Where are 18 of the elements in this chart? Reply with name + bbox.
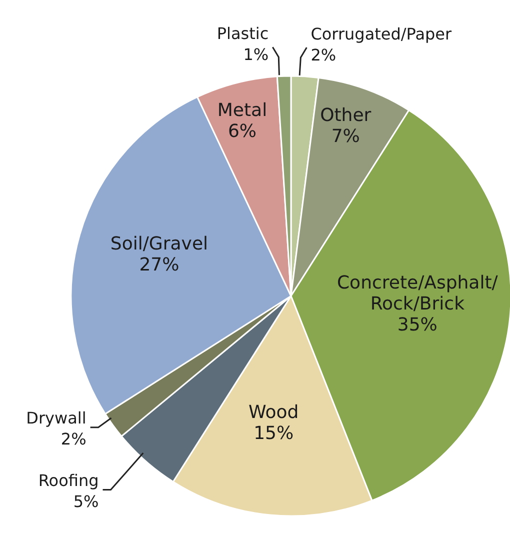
data-label: 27% <box>139 254 180 276</box>
slice-label: Plastic <box>216 24 269 43</box>
slice-label: Soil/Gravel <box>110 233 208 254</box>
data-label: 15% <box>254 422 294 444</box>
data-label: 2% <box>310 44 336 64</box>
slice-label: Concrete/Asphalt/Rock/Brick <box>336 272 499 314</box>
data-label: 35% <box>397 314 438 335</box>
slice-label: Corrugated/Paper <box>310 24 452 43</box>
slice-label: Other <box>320 104 372 126</box>
slice-label: Drywall <box>26 408 86 427</box>
data-label: 5% <box>73 491 99 510</box>
data-label: 7% <box>331 125 360 146</box>
slice-label: Wood <box>248 401 299 422</box>
data-label: 1% <box>243 44 269 64</box>
slice-label: Roofing <box>38 470 99 490</box>
data-label: 6% <box>228 120 257 142</box>
slice-label: Metal <box>217 100 268 121</box>
data-label: 2% <box>60 428 86 448</box>
